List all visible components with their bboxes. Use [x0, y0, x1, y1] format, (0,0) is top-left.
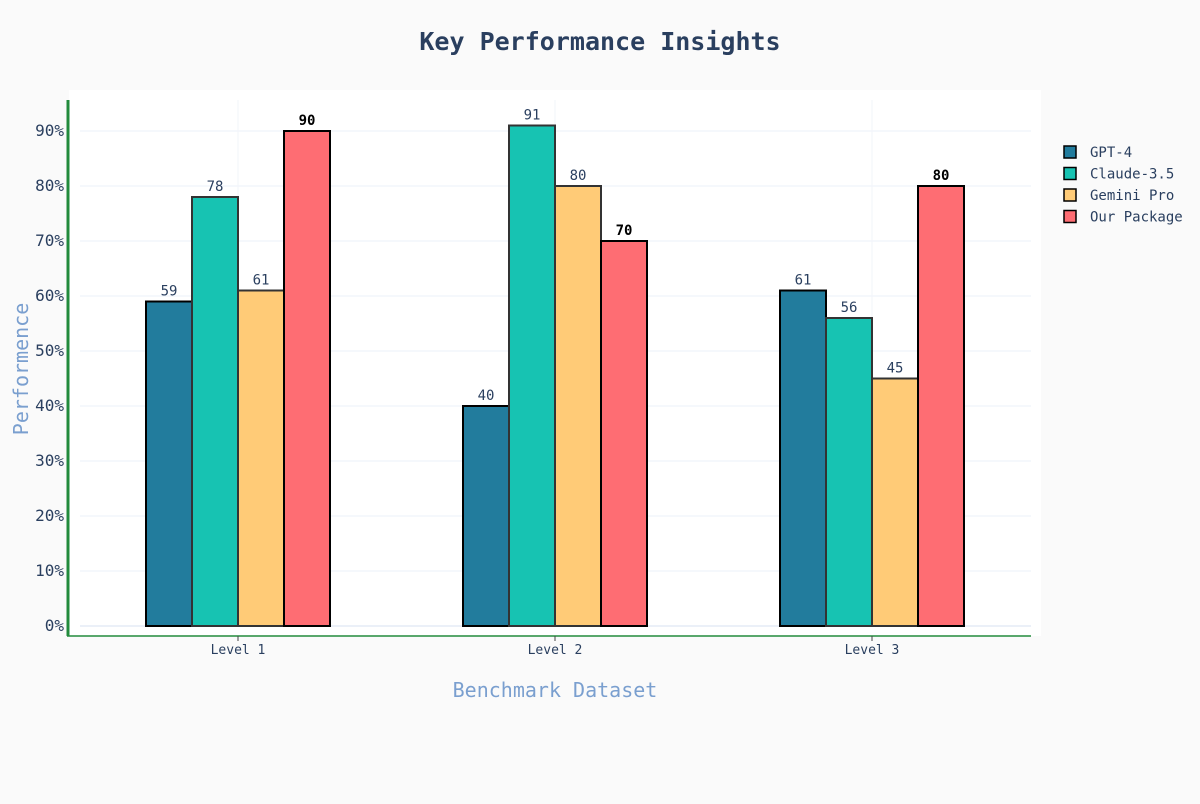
y-tick-label: 70%	[35, 231, 64, 250]
x-axis-title: Benchmark Dataset	[453, 678, 658, 702]
bar	[462, 405, 510, 627]
bar	[917, 185, 965, 627]
bar	[191, 196, 239, 627]
legend-swatch	[1063, 166, 1077, 181]
x-tick-label: Level 1	[211, 643, 266, 658]
bar	[237, 289, 285, 627]
bar	[283, 130, 331, 627]
data-label: 90	[299, 113, 316, 129]
x-tick-label: Level 2	[528, 643, 583, 658]
legend-label: Our Package	[1090, 210, 1183, 226]
legend-swatch	[1063, 145, 1077, 159]
bar	[145, 300, 193, 627]
data-label: 80	[570, 168, 587, 184]
y-tick-label: 10%	[35, 561, 64, 580]
bar	[508, 124, 556, 627]
y-axis-title: Performence	[9, 303, 33, 435]
y-tick-label: 30%	[35, 451, 64, 470]
legend: GPT-4 Claude-3.5 Gemini Pro Our Package	[1063, 145, 1183, 226]
bar	[554, 185, 602, 627]
y-tick-label: 40%	[35, 396, 64, 415]
y-tick-label: 20%	[35, 506, 64, 525]
y-tick-label: 0%	[45, 616, 65, 635]
axes: 0% 10% 20% 30% 40% 50% 60% 70% 80% 90% Level 1 Leve…	[35, 100, 1031, 658]
legend-swatch	[1063, 209, 1077, 224]
y-tick-label: 60%	[35, 286, 64, 305]
bar	[779, 289, 827, 627]
legend-label: GPT-4	[1090, 145, 1132, 161]
chart-title: Key Performance Insights	[419, 27, 780, 56]
data-label: 45	[887, 361, 904, 377]
data-label: 61	[795, 273, 812, 289]
bar	[825, 317, 873, 627]
y-tick-label: 80%	[35, 176, 64, 195]
legend-swatch	[1063, 188, 1077, 202]
data-label: 70	[616, 223, 633, 239]
data-label: 40	[478, 388, 495, 404]
data-labels: 59 40 61 78 91 56 61 80 45 90 70 80	[161, 108, 950, 405]
data-label: 59	[161, 284, 178, 300]
bars	[145, 124, 965, 627]
data-label: 91	[524, 108, 541, 124]
data-label: 56	[841, 300, 858, 316]
legend-label: Claude-3.5	[1090, 167, 1174, 183]
y-tick-label: 90%	[35, 121, 64, 140]
bar	[600, 240, 648, 627]
y-tick-label: 50%	[35, 341, 64, 360]
data-label: 78	[207, 179, 224, 195]
data-label: 80	[933, 168, 950, 184]
data-label: 61	[253, 273, 270, 289]
bar	[871, 377, 919, 627]
x-tick-label: Level 3	[845, 643, 900, 658]
legend-label: Gemini Pro	[1090, 188, 1174, 204]
